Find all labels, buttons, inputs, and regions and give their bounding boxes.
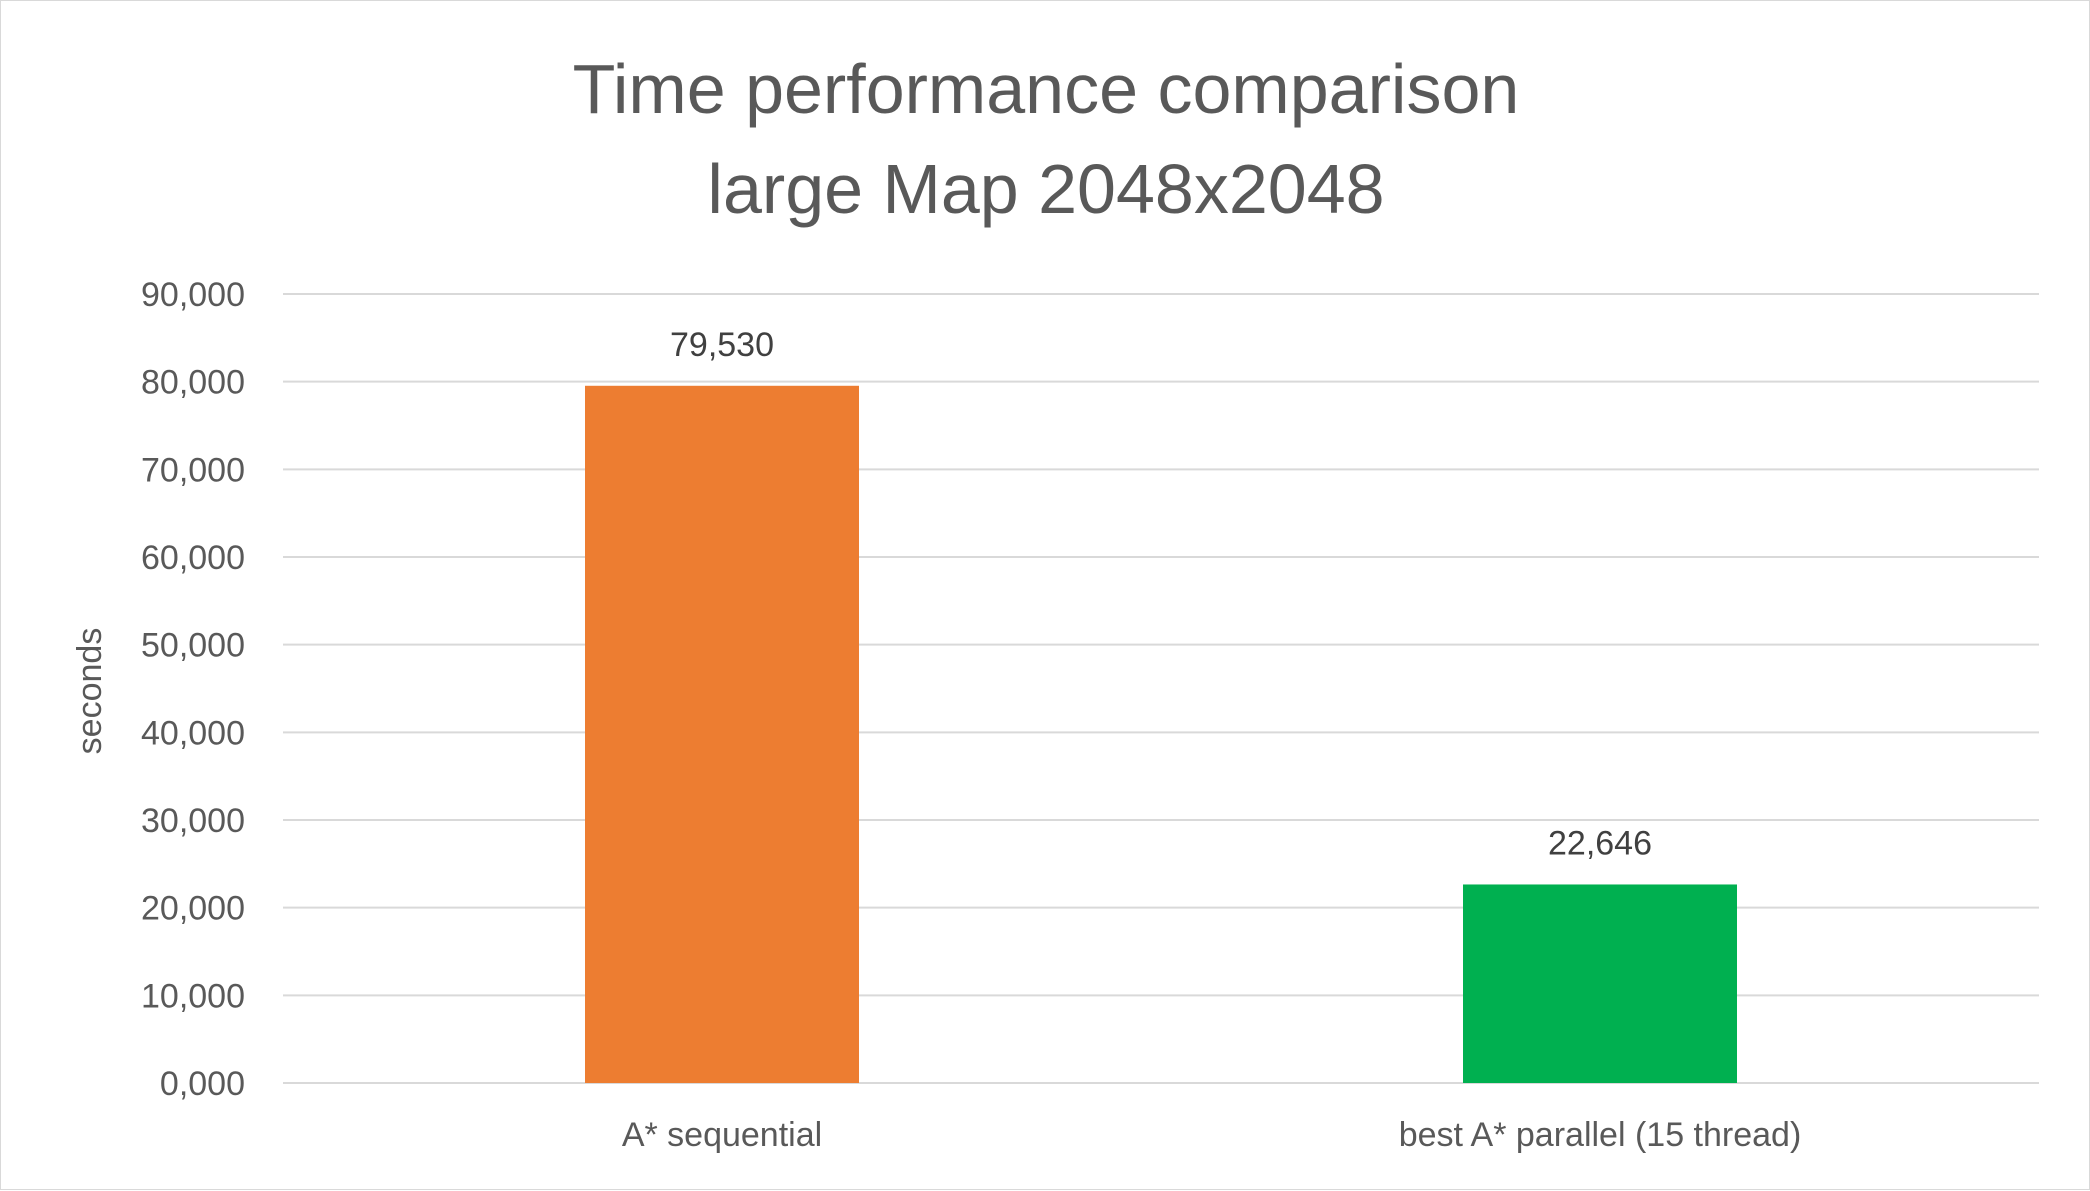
x-axis-categories: A* sequential best A* parallel (15 thread… (622, 1116, 1801, 1154)
y-tick-label: 80,000 (141, 364, 245, 402)
y-axis-ticks: 0,000 10,000 20,000 30,000 40,000 50,000 60,00… (141, 276, 245, 1103)
gridlines (283, 293, 2039, 1084)
y-tick-label: 60,000 (141, 539, 245, 577)
data-label: 22,646 (1548, 824, 1652, 862)
y-tick-label: 0,000 (160, 1065, 245, 1103)
x-category-label: A* sequential (622, 1116, 822, 1154)
y-tick-label: 50,000 (141, 627, 245, 665)
y-tick-label: 10,000 (141, 977, 245, 1015)
x-category-label: best A* parallel (15 thread) (1399, 1116, 1802, 1154)
y-tick-label: 90,000 (141, 276, 245, 314)
y-tick-label: 40,000 (141, 714, 245, 752)
data-labels: 79,530 22,646 (670, 326, 1652, 863)
y-tick-label: 20,000 (141, 890, 245, 928)
chart-title-line-1: Time performance comparison (573, 50, 1520, 128)
bar (585, 385, 859, 1083)
y-tick-label: 30,000 (141, 802, 245, 840)
chart-title-line-2: large Map 2048x2048 (707, 150, 1384, 228)
y-tick-label: 70,000 (141, 451, 245, 489)
data-label: 79,530 (670, 326, 774, 364)
bar (1463, 884, 1737, 1083)
y-axis-label: seconds (71, 628, 109, 755)
bars (585, 385, 1737, 1083)
